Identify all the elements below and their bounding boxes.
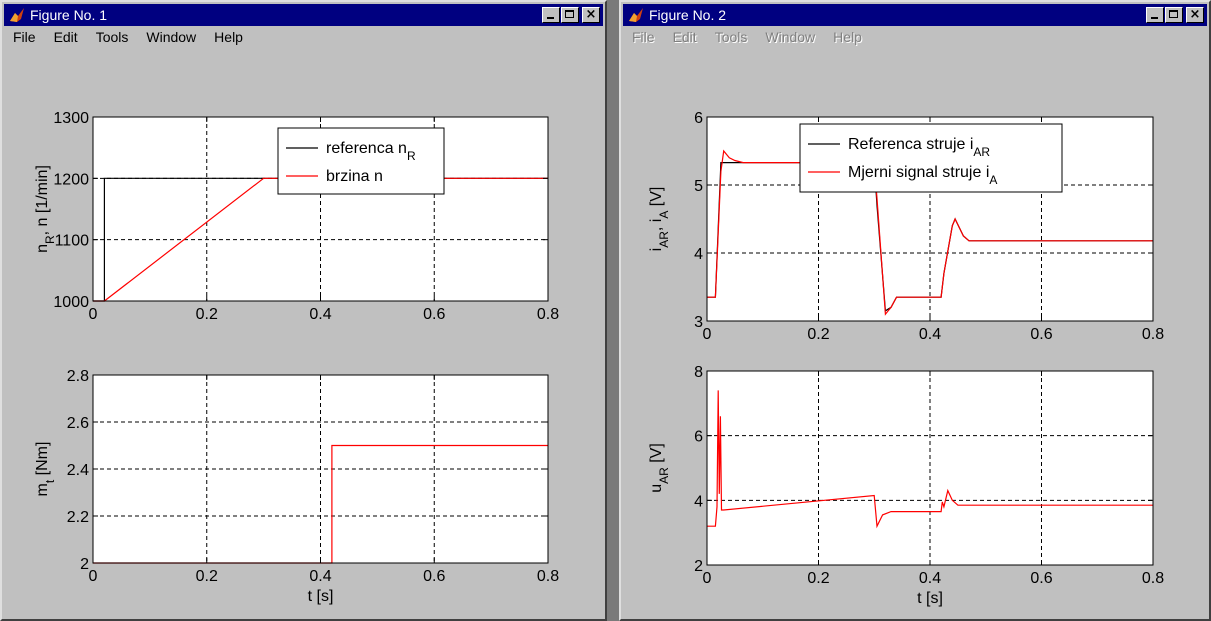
x-tick-label: 0.2 <box>196 306 218 323</box>
x-tick-label: 0.4 <box>919 570 941 587</box>
maximize-icon <box>565 10 574 18</box>
close-icon: × <box>585 7 597 22</box>
x-tick-label: 0 <box>89 568 98 585</box>
y-axis-label: mt [Nm] <box>34 442 57 497</box>
chart-2: 0 0.2 0.4 0.6 0.8 2 2.2 2.4 2.6 2.8 t [s] mt [Nm] <box>34 368 559 605</box>
y-tick-label: 4 <box>694 246 703 263</box>
y-tick-label: 2.2 <box>67 509 89 526</box>
y-axis-label: nR, n [1/min] <box>34 165 57 253</box>
x-tick-label: 0.6 <box>1030 570 1052 587</box>
minimize-button[interactable] <box>1146 7 1164 23</box>
chart-1: 0 0.2 0.4 0.6 0.8 1000 1100 1200 1300 nR, n [1/mi… <box>34 110 559 323</box>
y-tick-label: 5 <box>694 178 703 195</box>
x-tick-label: 0.6 <box>423 306 445 323</box>
y-tick-label: 2.4 <box>67 462 89 479</box>
x-tick-label: 0.6 <box>423 568 445 585</box>
legend-label: brzina n <box>326 168 383 185</box>
close-button[interactable]: × <box>1186 7 1204 23</box>
maximize-icon <box>1169 10 1178 18</box>
minimize-button[interactable] <box>542 7 560 23</box>
x-tick-label: 0 <box>703 570 712 587</box>
series-line-2 <box>707 149 1153 316</box>
close-icon: × <box>1189 7 1201 22</box>
y-tick-label: 6 <box>694 429 703 446</box>
legend-label: Mjerni signal struje iA <box>848 164 997 187</box>
figure-window-2: Figure No. 2 × File Edit Tools Window He… <box>619 0 1211 621</box>
x-tick-label: 0.8 <box>1142 326 1164 343</box>
legend-box <box>799 123 1063 193</box>
minimize-icon <box>1151 17 1158 19</box>
x-tick-label: 0 <box>703 326 712 343</box>
menu-file[interactable]: File <box>632 29 655 45</box>
close-button[interactable]: × <box>582 7 600 23</box>
maximize-button[interactable] <box>1165 7 1183 23</box>
y-tick-label: 2 <box>80 556 89 573</box>
legend: referenca nR brzina n <box>277 127 445 195</box>
menu-edit[interactable]: Edit <box>672 29 697 45</box>
x-tick-label: 0.6 <box>1030 326 1052 343</box>
window-title: Figure No. 1 <box>30 7 108 23</box>
y-tick-label: 2.6 <box>67 415 89 432</box>
menu-bar: File Edit Tools Window Help <box>623 26 1207 48</box>
maximize-button[interactable] <box>561 7 579 23</box>
x-tick-label: 0 <box>89 306 98 323</box>
menu-tools[interactable]: Tools <box>714 29 748 45</box>
x-tick-label: 0.4 <box>309 306 331 323</box>
figure-2-canvas: 0 0.2 0.4 0.6 0.8 3 4 5 6 iAR, iA [V] Referenca st… <box>648 110 1164 607</box>
x-tick-label: 0.2 <box>807 570 829 587</box>
legend-box <box>277 127 445 195</box>
y-tick-label: 8 <box>694 364 703 381</box>
chart-4: 0 0.2 0.4 0.6 0.8 2 4 6 8 t [s] uAR [V] <box>648 364 1164 607</box>
menu-tools[interactable]: Tools <box>95 29 129 45</box>
title-bar[interactable]: Figure No. 2 × <box>623 4 1207 26</box>
chart-3: 0 0.2 0.4 0.6 0.8 3 4 5 6 iAR, iA [V] Referenca st… <box>648 110 1164 343</box>
x-axis-label: t [s] <box>917 590 943 607</box>
menu-bar: File Edit Tools Window Help <box>4 26 603 48</box>
y-tick-label: 1000 <box>53 294 89 311</box>
menu-file[interactable]: File <box>13 29 36 45</box>
x-tick-label: 0.8 <box>537 306 559 323</box>
x-tick-label: 0.2 <box>196 568 218 585</box>
y-tick-label: 4 <box>694 493 703 510</box>
figure-window-1: Figure No. 1 × File Edit Tools Window He… <box>0 0 607 621</box>
series-line-1 <box>707 390 1153 529</box>
y-tick-label: 1200 <box>53 171 89 188</box>
minimize-icon <box>547 17 554 19</box>
legend: Referenca struje iAR Mjerni signal struje… <box>799 123 1063 193</box>
y-tick-label: 1300 <box>53 110 89 127</box>
y-tick-label: 2 <box>694 558 703 575</box>
x-axis-label: t [s] <box>308 588 334 605</box>
menu-window[interactable]: Window <box>146 29 197 45</box>
matlab-logo-icon <box>10 8 24 22</box>
y-tick-label: 3 <box>694 314 703 331</box>
window-title: Figure No. 2 <box>649 7 727 23</box>
menu-window[interactable]: Window <box>765 29 816 45</box>
legend-label: referenca nR <box>326 140 416 163</box>
x-tick-label: 0.8 <box>537 568 559 585</box>
x-tick-label: 0.8 <box>1142 570 1164 587</box>
figure-1-canvas: 0 0.2 0.4 0.6 0.8 1000 1100 1200 1300 nR, n [1/mi… <box>34 110 559 605</box>
menu-help[interactable]: Help <box>833 29 862 45</box>
matlab-logo-icon <box>629 8 643 22</box>
menu-help[interactable]: Help <box>214 29 243 45</box>
x-tick-label: 0.2 <box>807 326 829 343</box>
y-axis-label: iAR, iA [V] <box>648 187 671 252</box>
y-axis-label: uAR [V] <box>648 443 671 493</box>
x-tick-label: 0.4 <box>309 568 331 585</box>
x-tick-label: 0.4 <box>919 326 941 343</box>
legend-label: Referenca struje iAR <box>848 136 990 159</box>
menu-edit[interactable]: Edit <box>53 29 78 45</box>
y-tick-label: 1100 <box>55 233 90 250</box>
y-tick-label: 2.8 <box>67 368 89 385</box>
title-bar[interactable]: Figure No. 1 × <box>4 4 603 26</box>
y-tick-label: 6 <box>694 110 703 127</box>
